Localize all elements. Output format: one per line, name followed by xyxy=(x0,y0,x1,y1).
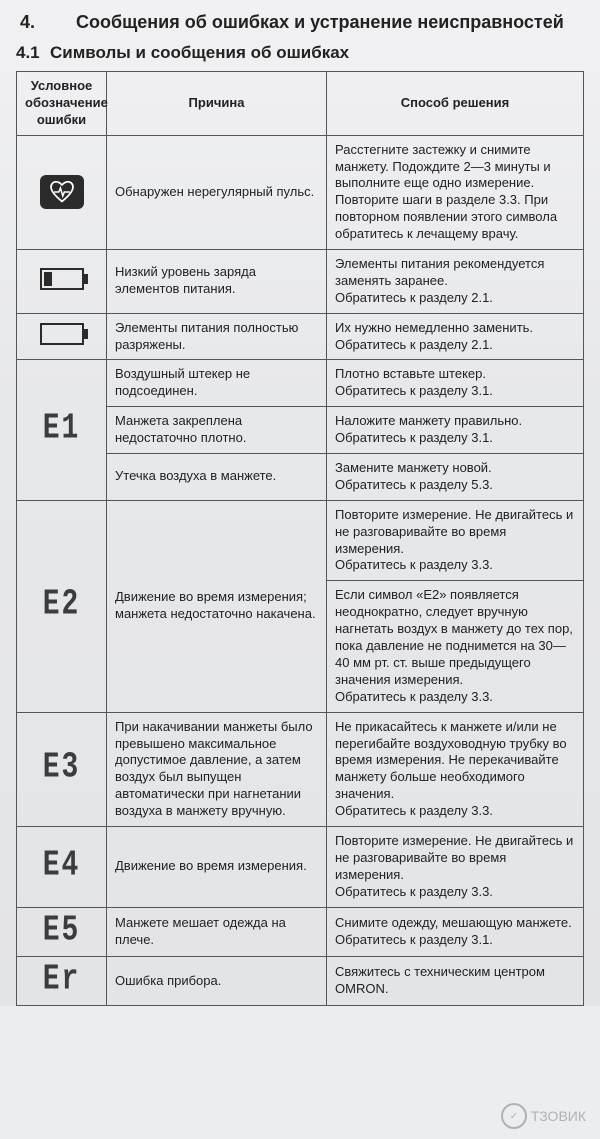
symbol-cell: E5 xyxy=(17,907,107,956)
manual-page: 4.Сообщения об ошибках и устранение неис… xyxy=(0,0,600,1006)
cause-cell: Движение во время измерения; манжета нед… xyxy=(107,500,327,712)
table-row: E5 Манжете мешает одежда на плече.Снимите… xyxy=(17,907,584,956)
symbol-cell: E1 xyxy=(17,360,107,500)
solution-cell: Повторите измерение. Не двигайтесь и не … xyxy=(327,500,584,581)
header-cause: Причина xyxy=(107,72,327,136)
error-code-e3: E3 xyxy=(43,746,81,793)
cause-cell: Движение во время измерения. xyxy=(107,826,327,907)
battery-low-icon xyxy=(40,268,84,290)
cause-cell: Воздушный штекер не подсоединен. xyxy=(107,360,327,407)
cause-cell: Элементы питания полностью разряжены. xyxy=(107,313,327,360)
table-row: Обнаружен нерегулярный пульс.Расстегните… xyxy=(17,135,584,249)
table-row: Элементы питания полностью разряжены.Их … xyxy=(17,313,584,360)
solution-cell: Их нужно немедленно заменить.Обратитесь … xyxy=(327,313,584,360)
subsection-title-text: Символы и сообщения об ошибках xyxy=(50,43,349,62)
table-body: Обнаружен нерегулярный пульс.Расстегните… xyxy=(17,135,584,1006)
table-row: E4 Движение во время измерения.Повторите … xyxy=(17,826,584,907)
watermark-text: ТЗОВИК xyxy=(531,1108,586,1124)
symbol-cell xyxy=(17,250,107,314)
symbol-cell xyxy=(17,135,107,249)
cause-cell: Низкий уровень заряда элементов питания. xyxy=(107,250,327,314)
cause-cell: При накачивании манжеты было превышено м… xyxy=(107,712,327,826)
section-number: 4. xyxy=(48,12,76,33)
error-table: Условное обозначение ошибки Причина Спос… xyxy=(16,71,584,1006)
solution-cell: Свяжитесь с техническим центром OMRON. xyxy=(327,956,584,1005)
symbol-cell: E4 xyxy=(17,826,107,907)
symbol-cell: Er xyxy=(17,956,107,1005)
solution-cell: Снимите одежду, мешающую манжете.Обратит… xyxy=(327,907,584,956)
cause-cell: Манжета закреплена недостаточно плотно. xyxy=(107,407,327,454)
solution-cell: Если символ «E2» появляется неоднократно… xyxy=(327,581,584,712)
error-code-e2: E2 xyxy=(43,583,81,630)
solution-cell: Повторите измерение. Не двигайтесь и не … xyxy=(327,826,584,907)
table-row: E2Движение во время измерения; манжета н… xyxy=(17,500,584,581)
watermark: ✓ ТЗОВИК xyxy=(501,1103,586,1129)
error-code-er: Er xyxy=(43,957,81,1004)
section-title-text: Сообщения об ошибках и устранение неиспр… xyxy=(76,12,564,32)
error-code-e1: E1 xyxy=(43,406,81,453)
cause-cell: Манжете мешает одежда на плече. xyxy=(107,907,327,956)
cause-cell: Обнаружен нерегулярный пульс. xyxy=(107,135,327,249)
solution-cell: Плотно вставьте штекер.Обратитесь к разд… xyxy=(327,360,584,407)
solution-cell: Элементы питания рекомендуется заменять … xyxy=(327,250,584,314)
cause-cell: Утечка воздуха в манжете. xyxy=(107,454,327,501)
symbol-cell: E2 xyxy=(17,500,107,712)
irregular-heartbeat-icon xyxy=(40,175,84,209)
solution-cell: Замените манжету новой.Обратитесь к разд… xyxy=(327,454,584,501)
solution-cell: Наложите манжету правильно.Обратитесь к … xyxy=(327,407,584,454)
subsection-heading: 4.1Символы и сообщения об ошибках xyxy=(16,43,584,63)
table-row: E1Воздушный штекер не подсоединен.Плотно… xyxy=(17,360,584,407)
subsection-number: 4.1 xyxy=(16,43,50,63)
battery-empty-icon xyxy=(40,323,84,345)
table-row: Er Ошибка прибора.Свяжитесь с техническим… xyxy=(17,956,584,1005)
error-code-e4: E4 xyxy=(43,843,81,890)
header-symbol: Условное обозначение ошибки xyxy=(17,72,107,136)
solution-cell: Расстегните застежку и снимите манжету. … xyxy=(327,135,584,249)
watermark-icon: ✓ xyxy=(501,1103,527,1129)
table-row: Низкий уровень заряда элементов питания.… xyxy=(17,250,584,314)
section-heading: 4.Сообщения об ошибках и устранение неис… xyxy=(48,12,584,33)
symbol-cell xyxy=(17,313,107,360)
error-code-e5: E5 xyxy=(43,908,81,955)
cause-cell: Ошибка прибора. xyxy=(107,956,327,1005)
header-solution: Способ решения xyxy=(327,72,584,136)
symbol-cell: E3 xyxy=(17,712,107,826)
table-header-row: Условное обозначение ошибки Причина Спос… xyxy=(17,72,584,136)
table-row: E3 При накачивании манжеты было превышено… xyxy=(17,712,584,826)
solution-cell: Не прикасайтесь к манжете и/или не перег… xyxy=(327,712,584,826)
